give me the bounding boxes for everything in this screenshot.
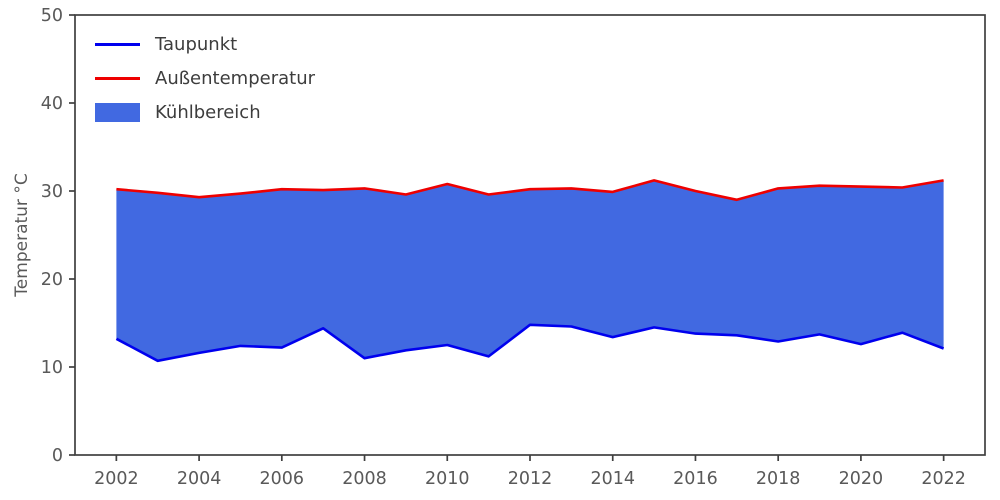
legend-label: Kühlbereich: [155, 102, 261, 123]
y-tick-label: 40: [41, 94, 63, 114]
x-tick-label: 2022: [921, 469, 966, 489]
taupunkt-line-swatch: [95, 43, 140, 46]
legend-item-taupunkt: Taupunkt: [95, 34, 315, 55]
x-tick-label: 2004: [177, 469, 222, 489]
x-tick-label: 2006: [260, 469, 305, 489]
y-tick-label: 20: [41, 270, 63, 290]
x-tick-label: 2012: [508, 469, 553, 489]
x-tick-label: 2018: [756, 469, 801, 489]
legend-item-aussentemperatur: Außentemperatur: [95, 68, 315, 89]
legend: Taupunkt Außentemperatur Kühlbereich: [95, 34, 315, 123]
x-tick-label: 2014: [590, 469, 635, 489]
x-tick-label: 2020: [839, 469, 884, 489]
y-tick-label: 10: [41, 358, 63, 378]
kuehlbereich-area: [116, 180, 944, 361]
x-tick-label: 2002: [94, 469, 139, 489]
y-axis-label: Temperatur °C: [12, 173, 32, 297]
kuehlbereich-patch-swatch: [95, 103, 140, 122]
x-tick-label: 2008: [342, 469, 387, 489]
legend-label: Taupunkt: [155, 34, 238, 55]
legend-label: Außentemperatur: [155, 68, 316, 89]
y-tick-label: 30: [41, 182, 63, 202]
legend-item-kuehlbereich: Kühlbereich: [95, 102, 315, 123]
taupunkt-line: [115, 323, 945, 363]
y-tick-label: 0: [52, 446, 63, 466]
x-tick-label: 2016: [673, 469, 718, 489]
aussentemperatur-line-swatch: [95, 77, 140, 80]
y-tick-label: 50: [41, 6, 63, 26]
aussentemperatur-line: [116, 179, 944, 202]
x-tick-label: 2010: [425, 469, 470, 489]
